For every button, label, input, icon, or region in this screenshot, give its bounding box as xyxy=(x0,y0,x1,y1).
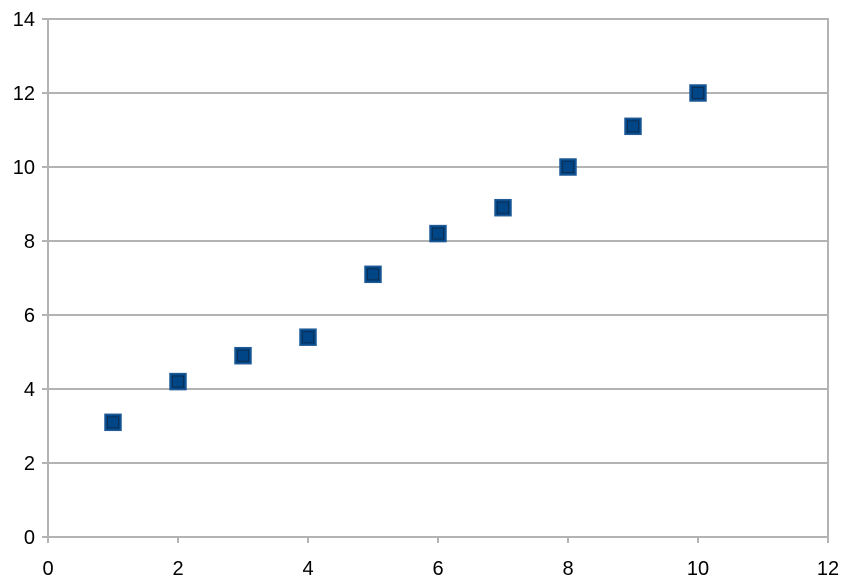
gridlines xyxy=(48,18,828,538)
x-tick-label: 0 xyxy=(42,558,53,580)
x-tick-label: 8 xyxy=(562,558,573,580)
x-tick-label: 2 xyxy=(172,558,183,580)
data-point-marker xyxy=(234,346,252,365)
data-point-marker xyxy=(494,198,512,217)
data-point xyxy=(429,224,447,243)
data-point-marker xyxy=(559,158,577,176)
x-tick-label: 4 xyxy=(302,558,313,580)
data-point-marker xyxy=(104,413,122,432)
data-point-marker-inner xyxy=(627,120,639,133)
data-point-marker-inner xyxy=(172,375,184,388)
y-tick-label: 10 xyxy=(13,157,35,179)
data-point xyxy=(624,117,642,136)
y-tick-label: 2 xyxy=(24,453,35,475)
data-point xyxy=(169,372,187,391)
data-point xyxy=(494,198,512,217)
x-axis-tick-labels: 0 2 4 6 8 10 12 xyxy=(42,558,839,580)
y-tick-label: 6 xyxy=(24,305,35,327)
y-tick-label: 12 xyxy=(13,83,35,105)
data-point-marker-inner xyxy=(302,331,314,344)
y-tick-label: 4 xyxy=(24,379,35,401)
y-tick-label: 8 xyxy=(24,231,35,253)
data-point-marker-inner xyxy=(692,87,704,99)
x-tick-label: 12 xyxy=(817,558,839,580)
data-point-marker-inner xyxy=(107,416,119,429)
axis-ticks xyxy=(42,18,829,543)
data-point-marker xyxy=(364,265,382,284)
data-point-marker-inner xyxy=(562,161,574,173)
data-point-marker xyxy=(169,372,187,391)
data-points xyxy=(104,84,707,432)
x-tick-label: 6 xyxy=(432,558,443,580)
data-point-marker xyxy=(429,224,447,243)
data-point xyxy=(299,328,317,346)
plot-area-frame xyxy=(47,18,829,538)
data-point-marker-inner xyxy=(367,268,379,281)
data-point xyxy=(234,346,252,365)
y-tick-label: 14 xyxy=(13,9,35,31)
data-point-marker-inner xyxy=(432,227,444,240)
y-axis-tick-labels: 0 2 4 6 8 10 12 14 xyxy=(13,9,35,549)
data-point-marker-inner xyxy=(497,201,509,214)
data-point-marker xyxy=(299,328,317,346)
x-tick-label: 10 xyxy=(687,558,709,580)
y-tick-label: 0 xyxy=(24,527,35,549)
data-point-marker-inner xyxy=(237,349,249,362)
data-point xyxy=(559,158,577,176)
data-point xyxy=(689,84,707,102)
data-point-marker xyxy=(689,84,707,102)
data-point xyxy=(364,265,382,284)
data-point xyxy=(104,413,122,432)
data-point-marker xyxy=(624,117,642,136)
